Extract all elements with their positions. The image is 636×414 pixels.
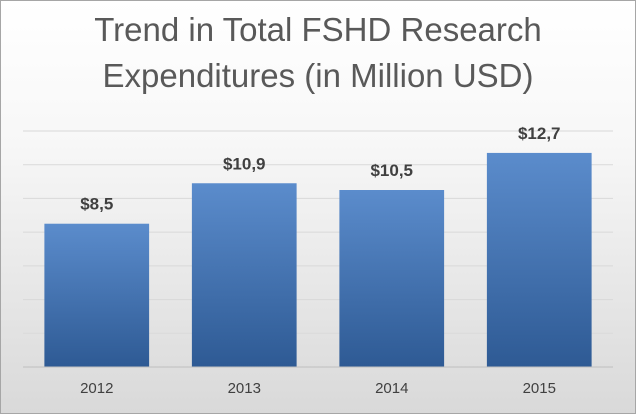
data-label-2012: $8,5 <box>80 195 113 214</box>
bars <box>44 152 592 367</box>
x-tick-label-2013: 2013 <box>228 380 261 397</box>
chart-title-line-2: Expenditures (in Million USD) <box>103 57 534 94</box>
data-label-2014: $10,5 <box>370 161 413 180</box>
bar-2014 <box>339 190 445 367</box>
x-tick-label-2015: 2015 <box>523 380 556 397</box>
data-labels: $8,5 $10,9 $10,5 $12,7 <box>80 124 560 214</box>
x-tick-label-2014: 2014 <box>375 380 408 397</box>
bar-2012 <box>44 223 150 367</box>
chart-title-line-1: Trend in Total FSHD Research <box>94 11 542 48</box>
x-tick-label-2012: 2012 <box>80 380 113 397</box>
x-axis-tick-labels: 2012 2013 2014 2015 <box>80 380 556 397</box>
data-label-2013: $10,9 <box>223 154 266 173</box>
bar-2015 <box>486 152 592 367</box>
bar-2013 <box>191 183 297 367</box>
data-label-2015: $12,7 <box>518 124 561 143</box>
